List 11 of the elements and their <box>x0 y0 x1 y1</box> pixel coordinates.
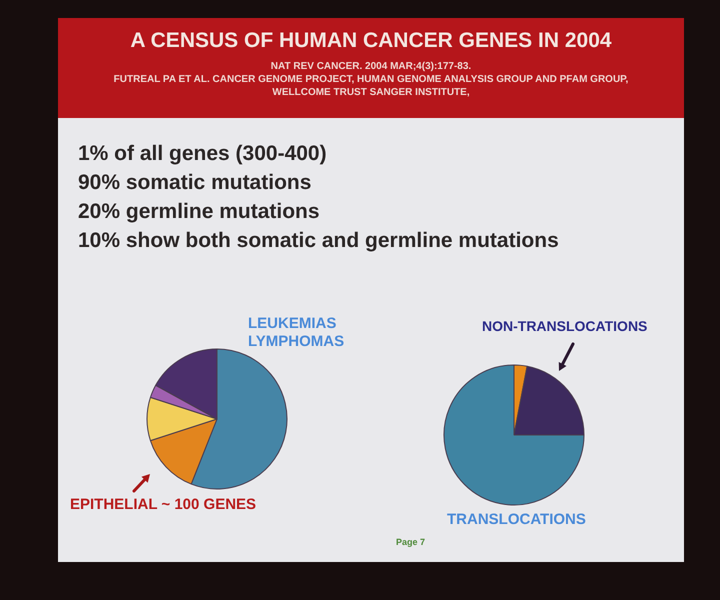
text: 10% show both somatic and germline mutations <box>78 229 559 252</box>
text: Page 7 <box>396 537 426 548</box>
text: 20% germline mutations <box>78 200 320 224</box>
slice-label: TRANSLOCATIONS <box>447 511 586 529</box>
text: 90% somatic mutations <box>78 171 312 194</box>
slice-label: NON-TRANSLOCATIONS <box>482 317 648 335</box>
chart-title: A CENSUS OF HUMAN CANCER GENES IN 2004 <box>129 29 613 53</box>
slice-label: EPITHELIAL ~ 100 GENES <box>70 496 256 514</box>
slice-label: LEUKEMIAS LYMPHOMAS <box>248 315 346 351</box>
text: 1% of all genes (300-400) <box>78 142 327 166</box>
text: NAT REV CANCER. 2004 MAR;4(3):177-83. FUTREAL PA ET AL. CANCER GENOME PROJECT, HUMAN GENOME ANALYSIS GROUP AND PFAM GROUP, WELLCOME TRUST SANGER INSTITUTE, <box>112 60 630 99</box>
